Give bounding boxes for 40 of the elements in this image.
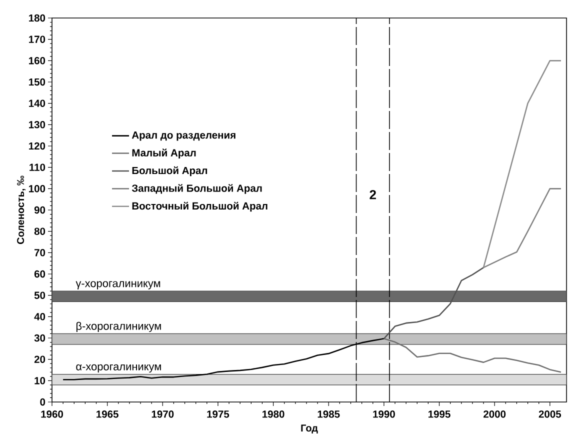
x-tick-label: 1995 — [428, 410, 450, 418]
y-tick-label: 50 — [34, 292, 46, 299]
y-tick-label: 130 — [29, 121, 46, 128]
y-tick-label: 30 — [34, 334, 46, 342]
y-axis-title: Соленость, ‰ — [17, 176, 26, 244]
band-label: β-хорогалиникум — [76, 322, 161, 332]
annotation: 2 — [370, 190, 376, 200]
legend-label: Западный Большой Арал — [132, 184, 262, 194]
x-tick-label: 1985 — [318, 410, 340, 418]
y-tick-label: 140 — [29, 100, 46, 107]
y-tick-label: 160 — [29, 57, 46, 64]
y-tick-label: 40 — [34, 313, 46, 320]
legend-label: Восточный Большой Арал — [132, 202, 268, 212]
x-tick-label: 1975 — [207, 410, 230, 418]
y-tick-label: 120 — [29, 142, 46, 150]
y-tick-label: 100 — [29, 185, 46, 192]
legend-label: Арал до разделения — [132, 132, 236, 141]
y-tick-label: 110 — [30, 164, 46, 171]
x-tick-label: 1980 — [262, 410, 284, 418]
x-tick-label: 1965 — [96, 410, 118, 418]
y-tick-label: 170 — [29, 36, 46, 43]
x-tick-label: 1990 — [373, 410, 395, 418]
y-tick-label: 20 — [34, 356, 46, 363]
y-tick-label: 60 — [34, 270, 46, 278]
x-tick-label: 1960 — [41, 410, 63, 418]
x-axis-title: Год — [301, 424, 318, 434]
y-tick-label: 0 — [40, 398, 46, 406]
y-tick-label: 70 — [34, 249, 46, 256]
x-tick-label: 2005 — [538, 410, 562, 418]
x-tick-label: 2000 — [484, 410, 506, 418]
x-tick-label: 1970 — [152, 410, 174, 418]
legend-label: Большой Арал — [132, 166, 208, 176]
y-tick-label: 80 — [34, 228, 46, 235]
y-tick-label: 150 — [29, 78, 46, 86]
band-label: γ-хорогалиникум — [76, 281, 160, 290]
y-tick-label: 90 — [34, 206, 46, 214]
y-tick-label: 10 — [34, 377, 46, 384]
y-tick-label: 180 — [29, 14, 46, 22]
legend-label: Малый Арал — [132, 148, 196, 158]
band-label: α-хорогалиникум — [76, 364, 161, 373]
